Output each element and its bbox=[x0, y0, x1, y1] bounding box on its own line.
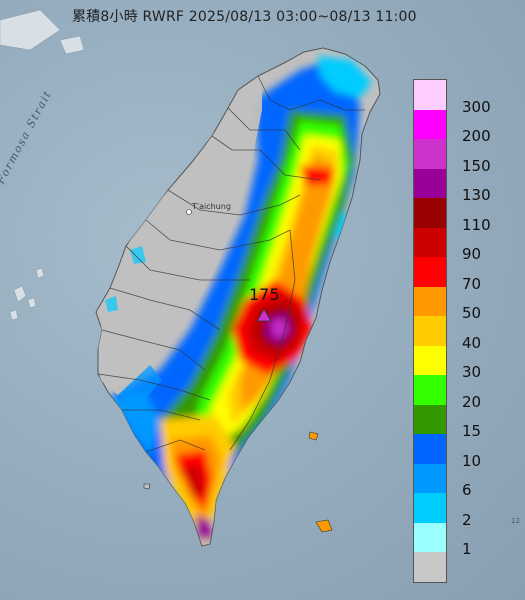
city-dot bbox=[186, 209, 192, 215]
legend-swatch bbox=[414, 434, 446, 464]
legend-swatch bbox=[414, 375, 446, 405]
legend-label: 2 bbox=[462, 510, 472, 529]
legend-swatch bbox=[414, 286, 446, 316]
legend-swatch bbox=[414, 345, 446, 375]
legend-label: 90 bbox=[462, 245, 482, 263]
legend-swatch bbox=[414, 316, 446, 346]
matsu-islands bbox=[0, 9, 85, 55]
legend-swatch bbox=[414, 109, 446, 139]
rainfall-legend bbox=[413, 79, 447, 583]
legend-label: 6 bbox=[462, 481, 472, 499]
legend-label: 70 bbox=[462, 274, 482, 293]
county-boundaries bbox=[97, 75, 365, 453]
legend-label: 50 bbox=[462, 304, 482, 322]
legend-label: 15 bbox=[462, 422, 482, 440]
legend-swatch bbox=[414, 522, 446, 552]
legend-label: 10 bbox=[462, 451, 482, 470]
orchid-island bbox=[315, 519, 333, 533]
legend-label: 110 bbox=[462, 215, 491, 234]
legend-swatch bbox=[414, 463, 446, 493]
rainfall-shading bbox=[98, 56, 372, 545]
legend-swatch bbox=[414, 80, 446, 110]
legend-swatch bbox=[414, 227, 446, 257]
triangle-marker-icon bbox=[256, 308, 272, 322]
legend-swatch bbox=[414, 493, 446, 523]
legend-swatch bbox=[414, 198, 446, 228]
legend-label: 200 bbox=[462, 127, 491, 145]
legend-swatch bbox=[414, 404, 446, 434]
legend-label: 30 bbox=[462, 363, 482, 381]
city-label: T'aichung bbox=[192, 202, 231, 211]
penghu-islands bbox=[9, 267, 45, 321]
green-island bbox=[308, 431, 319, 441]
map-title: 累積8小時 RWRF 2025/08/13 03:00~08/13 11:00 bbox=[72, 9, 417, 25]
legend-label: 150 bbox=[462, 156, 491, 175]
legend-label: 20 bbox=[462, 392, 482, 411]
legend-label: 1 bbox=[462, 540, 472, 558]
liuqiu-island bbox=[143, 483, 151, 490]
legend-label: 40 bbox=[462, 333, 482, 352]
legend-label: 300 bbox=[462, 97, 491, 116]
max-value-label: 175 bbox=[249, 285, 280, 304]
legend-swatch bbox=[414, 257, 446, 287]
legend-swatch bbox=[414, 552, 446, 582]
legend-swatch bbox=[414, 168, 446, 198]
legend-swatch bbox=[414, 139, 446, 169]
edge-label: 12 bbox=[511, 517, 520, 525]
legend-label: 130 bbox=[462, 186, 491, 204]
